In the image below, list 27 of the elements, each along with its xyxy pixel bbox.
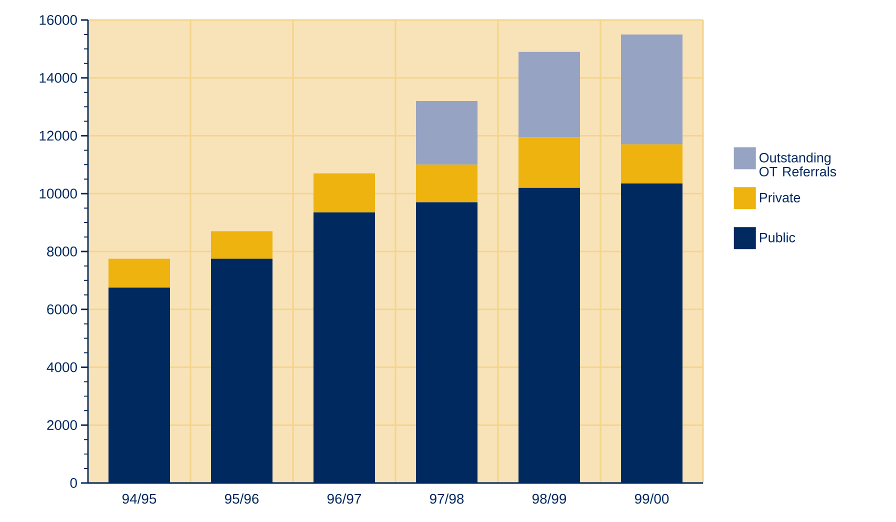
y-tick-label: 0: [70, 478, 77, 488]
y-tick-label: 2000: [47, 420, 77, 430]
bar: [314, 173, 376, 212]
x-tick-label: 96/97: [327, 493, 362, 504]
y-tick-label: 4000: [46, 362, 77, 372]
bar: [621, 144, 683, 184]
bar: [621, 34, 683, 144]
x-tick-label: 97/98: [430, 493, 464, 504]
bar: [416, 101, 478, 165]
x-tick-label: 98/99: [532, 493, 566, 504]
bar: [108, 258, 170, 288]
x-tick-label: 95/96: [224, 493, 259, 504]
y-tick-label: 16000: [40, 15, 77, 25]
y-tick-label: 8000: [47, 246, 77, 256]
y-tick-label: 12000: [40, 130, 77, 141]
y-tick-label: 14000: [40, 72, 77, 83]
x-tick-label: 99/00: [634, 493, 669, 504]
bar: [518, 52, 580, 138]
bar: [416, 164, 478, 202]
x-tick-label: 94/95: [122, 493, 156, 504]
y-tick-label: 10000: [40, 188, 77, 199]
legend-label: Outstanding OT Referrals: [759, 152, 836, 176]
legend-label: Private: [760, 192, 800, 202]
y-tick-label: 6000: [47, 304, 77, 314]
legend-label: Public: [760, 232, 796, 242]
bar: [211, 231, 272, 259]
bar: [518, 137, 580, 188]
